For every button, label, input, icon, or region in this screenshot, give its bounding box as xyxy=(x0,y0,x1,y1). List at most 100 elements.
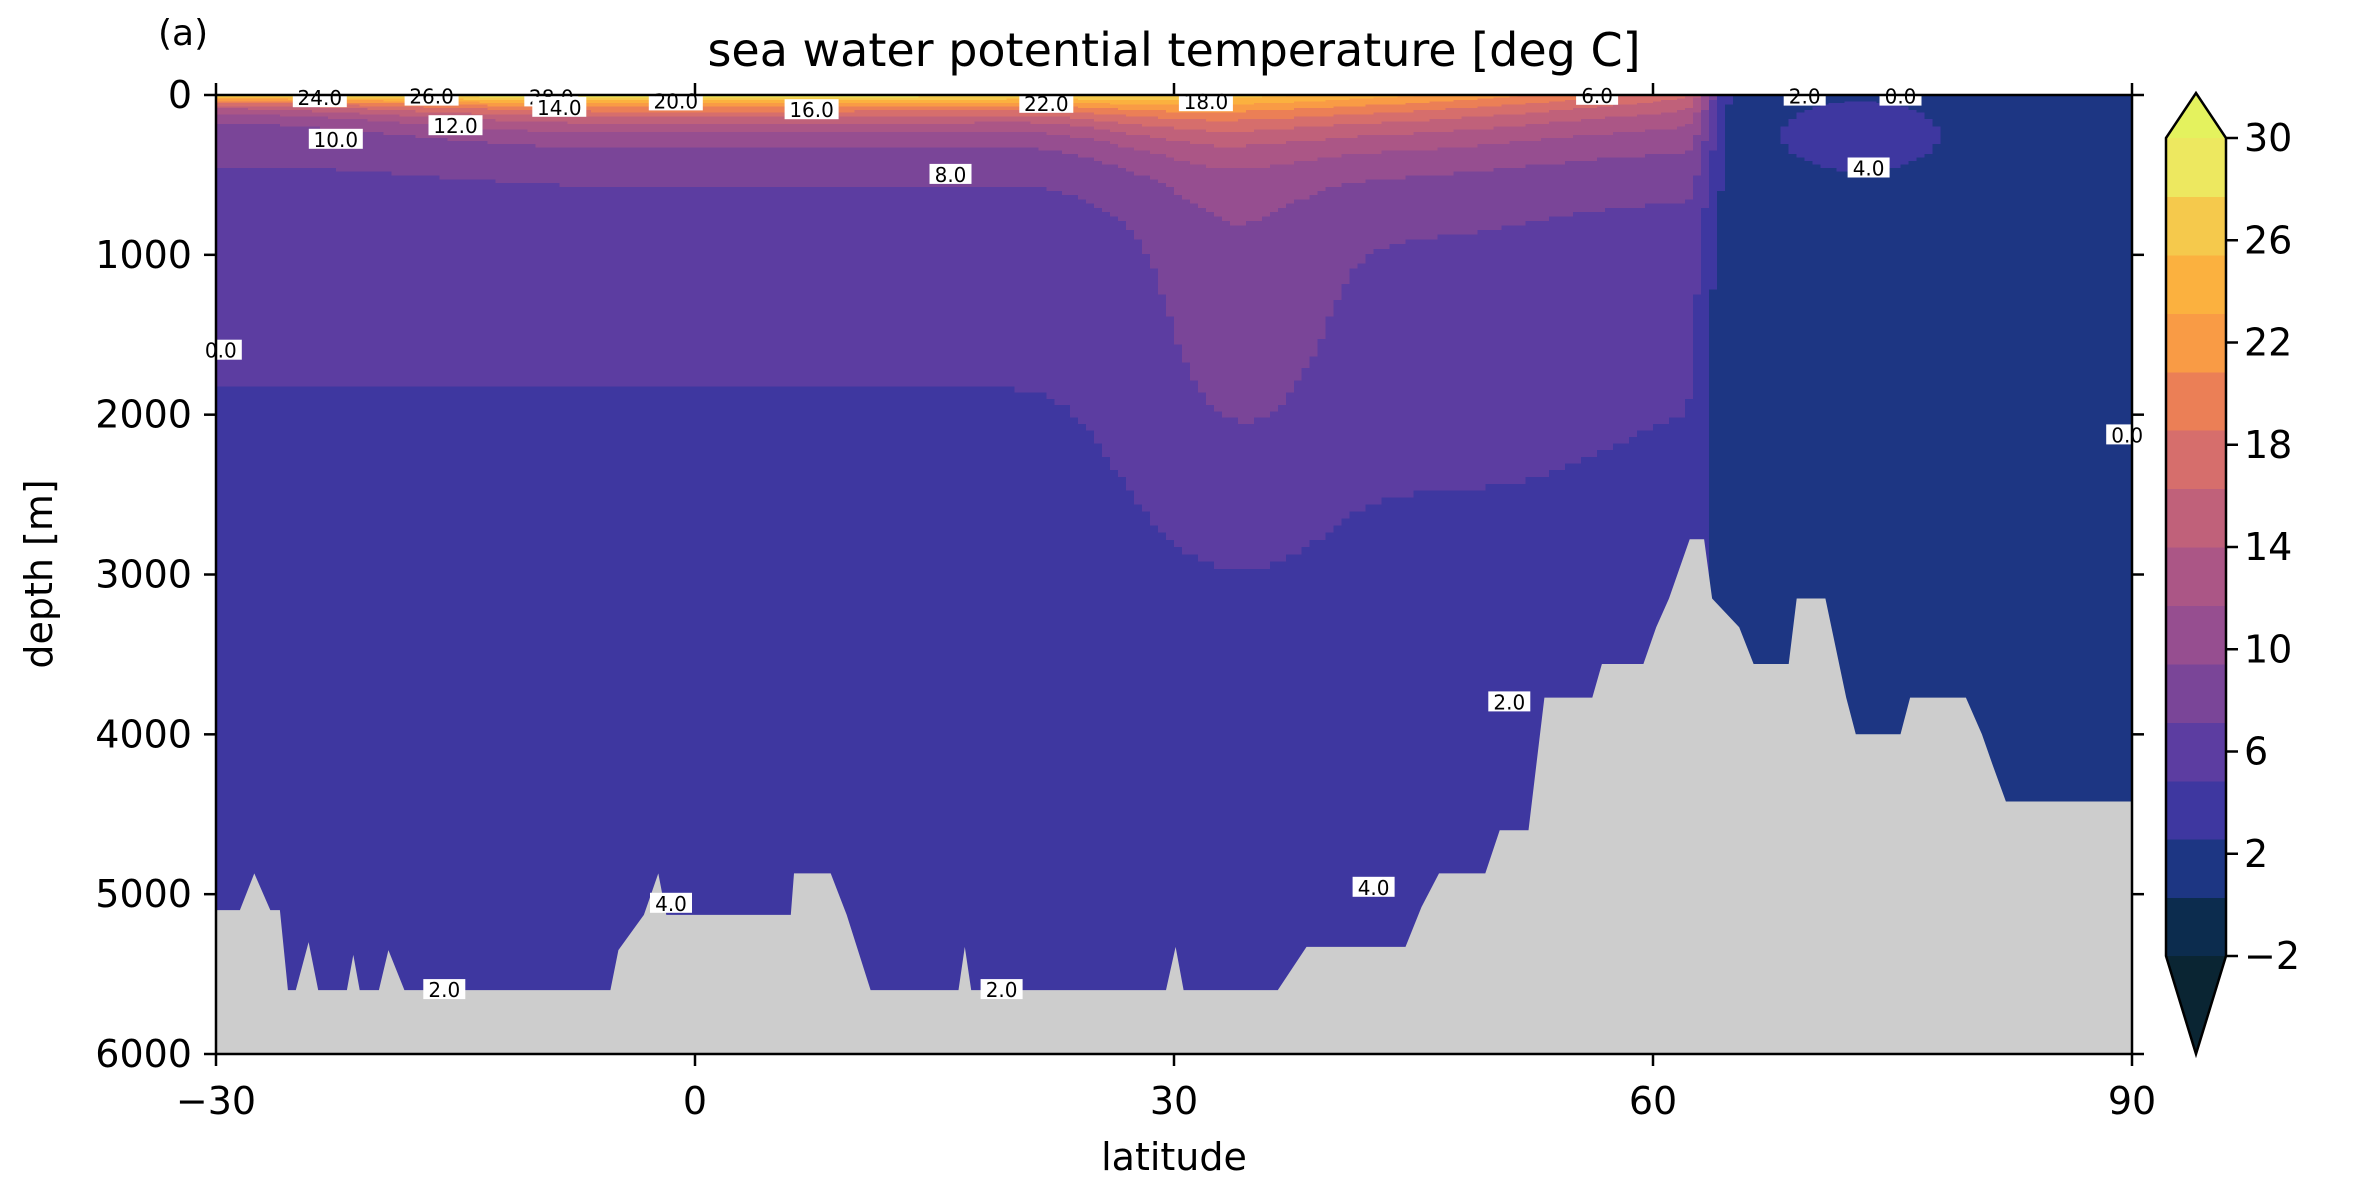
contour-band-cell xyxy=(894,110,904,118)
contour-band-cell xyxy=(615,386,624,1054)
contour-band-cell xyxy=(870,100,880,104)
contour-band-cell xyxy=(1405,175,1415,241)
contour-band-cell xyxy=(1860,171,1870,1054)
contour-band-cell xyxy=(631,102,640,108)
contour-band-cell xyxy=(1461,234,1471,492)
contour-band-cell xyxy=(1764,95,1774,1054)
contour-band-cell xyxy=(303,116,313,128)
contour-band-cell xyxy=(1317,95,1327,103)
contour-band-cell xyxy=(2116,95,2125,1054)
contour-band-cell xyxy=(1589,212,1598,458)
contour-band-cell xyxy=(1437,132,1447,149)
contour-band-cell xyxy=(1660,153,1670,205)
contour-band-cell xyxy=(647,187,656,388)
contour-band-cell xyxy=(1597,212,1606,451)
contour-band-cell xyxy=(1301,199,1311,370)
contour-band-cell xyxy=(1668,112,1678,131)
contour-band-cell xyxy=(631,386,640,1054)
contour-band-cell xyxy=(519,97,529,101)
contour-band-cell xyxy=(750,112,760,118)
contour-band-cell xyxy=(1229,225,1239,419)
contour-band-cell xyxy=(1533,141,1543,166)
contour-band-cell xyxy=(878,102,888,108)
contour-band-cell xyxy=(287,110,297,118)
contour-band-cell xyxy=(718,132,728,149)
contour-band-cell xyxy=(1844,95,1854,103)
contour-band-cell xyxy=(1062,112,1072,118)
contour-band-cell xyxy=(1381,179,1391,250)
contour-band-cell xyxy=(327,112,337,120)
contour-band-cell xyxy=(758,147,768,188)
contour-band-cell xyxy=(447,104,457,110)
contour-band-cell xyxy=(1788,95,1798,120)
contour-band-cell xyxy=(1078,95,1087,101)
contour-band-cell xyxy=(1293,116,1303,128)
contour-band-cell xyxy=(1237,147,1247,169)
contour-band-cell xyxy=(910,102,920,108)
contour-band-cell xyxy=(1533,112,1543,125)
contour-band-cell xyxy=(319,168,329,388)
contour-band-cell xyxy=(1166,316,1175,541)
contour-band-cell xyxy=(1573,160,1582,213)
contour-band-cell xyxy=(1181,554,1191,1054)
contour-band-cell xyxy=(1118,476,1127,1054)
contour-band-cell xyxy=(263,102,273,108)
contour-band-cell xyxy=(1325,532,1335,1054)
contour-band-cell xyxy=(1397,150,1407,181)
contour-band-cell xyxy=(1150,268,1159,527)
contour-band-cell xyxy=(367,102,377,108)
contour-band-cell xyxy=(766,386,776,1054)
contour-band-cell xyxy=(974,386,984,1054)
contour-band-cell xyxy=(1197,207,1207,394)
contour-band-cell xyxy=(303,106,313,112)
contour-band-cell xyxy=(551,116,561,123)
contour-band-cell xyxy=(567,147,577,188)
contour-band-cell xyxy=(575,147,585,188)
contour-band-cell xyxy=(1924,153,1934,1054)
contour-band-cell xyxy=(854,386,864,1054)
contour-band-cell xyxy=(1325,316,1335,534)
contour-band-cell xyxy=(1261,110,1271,120)
contour-band-cell xyxy=(1197,144,1207,166)
contour-band-cell xyxy=(391,121,401,136)
contour-band-cell xyxy=(591,147,600,188)
contour-band-cell xyxy=(1094,129,1103,142)
contour-band-cell xyxy=(1245,168,1255,222)
contour-band-cell xyxy=(1932,95,1942,128)
contour-band-cell xyxy=(1309,160,1319,197)
contour-band-cell xyxy=(1844,101,1854,173)
contour-band-cell xyxy=(1022,392,1032,1054)
contour-band-cell xyxy=(782,116,792,125)
contour-band-cell xyxy=(742,102,752,108)
contour-band-cell xyxy=(1621,132,1630,159)
contour-band-cell xyxy=(990,110,1000,118)
contour-band-cell xyxy=(607,102,616,108)
contour-band-cell xyxy=(1389,135,1399,152)
contour-band-cell xyxy=(1118,114,1127,125)
contour-band-cell xyxy=(599,100,608,104)
contour-band-cell xyxy=(1565,95,1574,101)
contour-band-cell xyxy=(886,100,896,104)
contour-band-cell xyxy=(822,187,832,388)
contour-band-cell xyxy=(1429,119,1439,134)
contour-band-cell xyxy=(1477,95,1487,100)
contour-band-cell xyxy=(623,106,632,114)
contour-band-cell xyxy=(591,102,600,108)
contour-band-cell xyxy=(551,183,561,388)
contour-band-cell xyxy=(1253,110,1263,120)
contour-band-cell xyxy=(702,147,712,188)
contour-band-cell xyxy=(886,132,896,149)
contour-band-cell xyxy=(1070,102,1079,108)
contour-band-cell xyxy=(1629,157,1638,209)
contour-band-cell xyxy=(1205,212,1215,406)
contour-band-cell xyxy=(1349,114,1359,125)
contour-band-cell xyxy=(1357,135,1367,155)
contour-band-cell xyxy=(1525,95,1535,104)
contour-band-cell xyxy=(1365,95,1375,100)
contour-band-cell xyxy=(255,102,265,108)
contour-band-cell xyxy=(463,96,473,101)
contour-band-cell xyxy=(1509,225,1519,485)
contour-band-cell xyxy=(399,135,409,177)
contour-band-cell xyxy=(231,106,241,110)
contour-band-cell xyxy=(1309,108,1319,118)
